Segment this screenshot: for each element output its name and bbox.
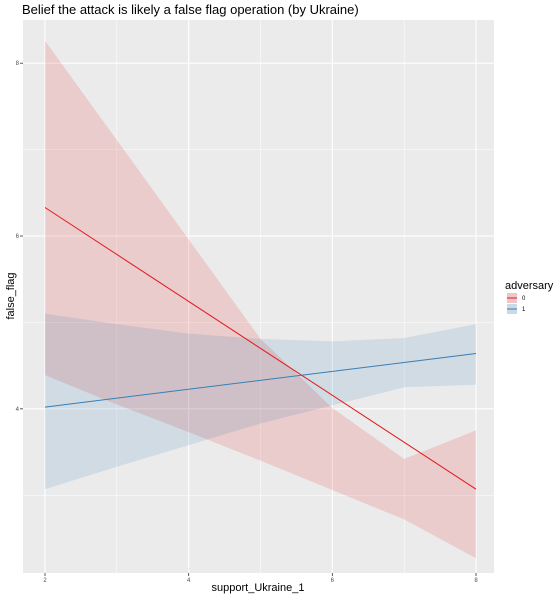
x-tick-label: 8 [474, 578, 478, 584]
confidence-band-0 [45, 40, 476, 559]
y-tick-label: 6 [16, 234, 20, 240]
series-line-0 [44, 207, 477, 490]
x-tick-label: 4 [187, 578, 191, 584]
legend: adversary 0 1 [505, 280, 554, 314]
plot-panel [23, 20, 494, 573]
confidence-bands [45, 40, 476, 559]
y-tick-label: 8 [16, 61, 20, 67]
series-line-1 [44, 353, 477, 408]
axis-ticks: 2 4 6 8 4 6 8 [16, 61, 479, 584]
chart-title: Belief the attack is likely a false flag… [22, 2, 359, 17]
legend-label-1: 1 [522, 307, 526, 313]
x-tick-label: 6 [331, 578, 335, 584]
legend-title: adversary [505, 280, 554, 292]
regression-lines [44, 207, 477, 490]
legend-label-0: 0 [522, 296, 526, 302]
x-tick-label: 2 [43, 578, 47, 584]
confidence-band-1 [45, 313, 476, 490]
y-axis-title: false_flag [5, 272, 17, 319]
x-axis-title: support_Ukraine_1 [212, 582, 305, 594]
y-tick-label: 4 [16, 407, 20, 413]
gridlines [23, 20, 494, 573]
